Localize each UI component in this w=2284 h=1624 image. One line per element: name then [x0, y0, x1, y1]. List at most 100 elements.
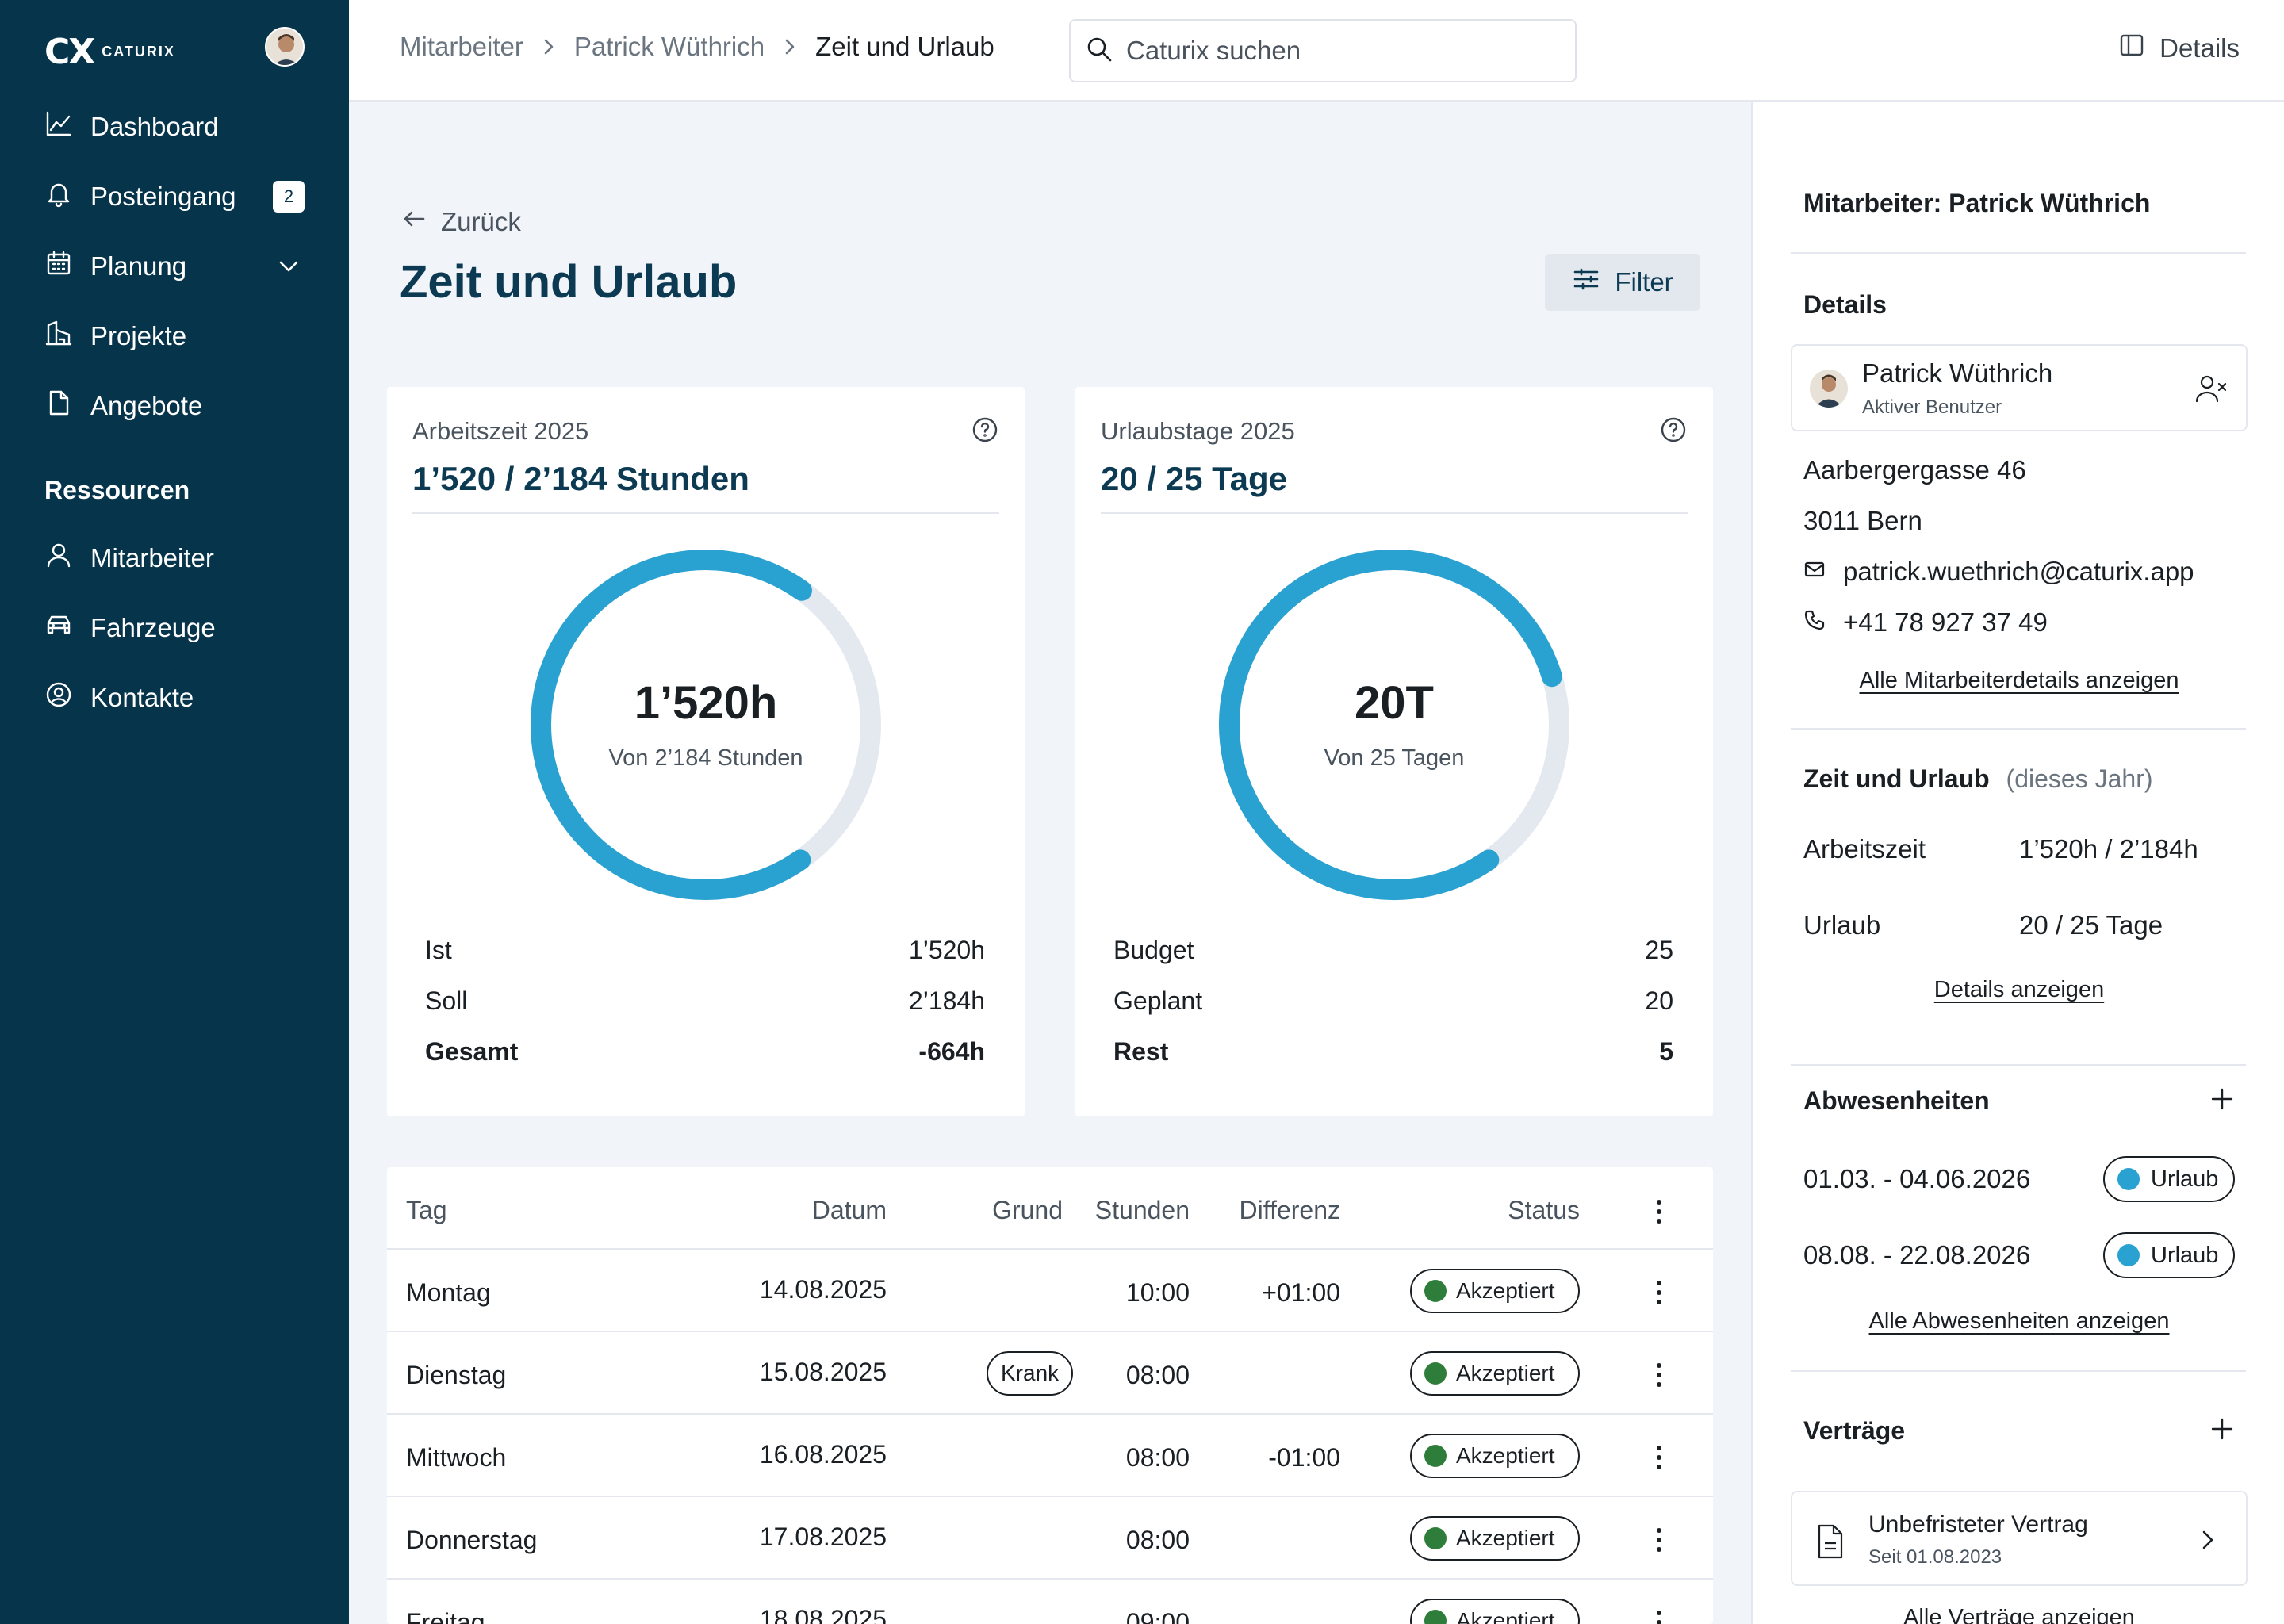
- time-heading: Zeit und Urlaub (dieses Jahr): [1803, 764, 2153, 794]
- calendar-icon: [44, 249, 73, 284]
- stat-label: Soll: [425, 986, 468, 1015]
- sidebar-item-label: Fahrzeuge: [90, 613, 216, 642]
- document-icon: [44, 389, 73, 423]
- gauge-center: 1’520h Von 2’184 Stunden: [523, 680, 888, 772]
- contract-card[interactable]: Unbefristeter Vertrag Seit 01.08.2023: [1791, 1491, 2248, 1586]
- sidebar-item-label: Dashboard: [90, 112, 219, 141]
- breadcrumb-mitarbeiter[interactable]: Mitarbeiter: [400, 32, 523, 61]
- help-icon[interactable]: [971, 416, 999, 444]
- cell-tag: Mittwoch: [406, 1443, 507, 1472]
- more-vertical-icon[interactable]: [1645, 1358, 1673, 1392]
- column-header-datum[interactable]: Datum: [811, 1196, 887, 1224]
- table-row[interactable]: Mittwoch 16.08.2025 08:00 -01:00 Akzepti…: [387, 1413, 1713, 1496]
- sidebar: CX CATURIX Dashboard Posteingang 2 Planu…: [0, 0, 349, 1624]
- cell-tag: Montag: [406, 1278, 491, 1307]
- address-line2: 3011 Bern: [1803, 506, 1922, 535]
- card-value: 20 / 25 Tage: [1101, 460, 1288, 497]
- more-vertical-icon[interactable]: [1645, 1275, 1673, 1310]
- email-row[interactable]: patrick.wuethrich@caturix.app: [1803, 557, 2194, 587]
- sidebar-item-label: Planung: [90, 251, 187, 281]
- sidebar-item-planung[interactable]: Planung: [44, 243, 186, 290]
- stat-value: 5: [1659, 1036, 1673, 1066]
- car-icon: [44, 611, 73, 645]
- all-absences-link[interactable]: Alle Abwesenheiten anzeigen: [1868, 1308, 2170, 1334]
- table-row[interactable]: Montag 14.08.2025 10:00 +01:00 Akzeptier…: [387, 1248, 1713, 1331]
- card-label: Arbeitszeit 2025: [412, 417, 589, 445]
- status-dot: [1424, 1362, 1447, 1385]
- stat-row-budget: Budget 25: [1113, 931, 1673, 969]
- topbar: Mitarbeiter Patrick Wüthrich Zeit und Ur…: [349, 0, 2284, 102]
- cell-datum: 17.08.2025: [759, 1522, 887, 1551]
- inbox-count-badge: 2: [273, 181, 305, 213]
- time-details-link[interactable]: Details anzeigen: [1933, 977, 2105, 1002]
- chevron-down-icon[interactable]: [273, 251, 305, 282]
- column-header-stunden[interactable]: Stunden: [1094, 1196, 1190, 1224]
- all-employee-details-link[interactable]: Alle Mitarbeiterdetails anzeigen: [1859, 668, 2179, 693]
- status-dot: [1424, 1445, 1447, 1467]
- search-input[interactable]: [1126, 36, 1539, 66]
- column-header-tag[interactable]: Tag: [406, 1196, 447, 1224]
- time-heading-label: Zeit und Urlaub: [1803, 764, 1990, 793]
- cell-datum: 16.08.2025: [759, 1440, 887, 1469]
- stat-label: Gesamt: [425, 1036, 519, 1066]
- column-header-differenz[interactable]: Differenz: [1239, 1196, 1340, 1224]
- divider: [1791, 728, 2246, 730]
- document-icon: [1813, 1522, 1848, 1561]
- sidebar-item-dashboard[interactable]: Dashboard: [44, 103, 218, 151]
- cell-tag: Donnerstag: [406, 1526, 538, 1554]
- details-toggle-button[interactable]: Details: [2118, 32, 2240, 65]
- user-card[interactable]: Patrick Wüthrich Aktiver Benutzer: [1791, 344, 2248, 431]
- breadcrumb: Mitarbeiter Patrick Wüthrich Zeit und Ur…: [400, 32, 994, 62]
- stat-row-gesamt: Gesamt -664h: [425, 1032, 985, 1071]
- add-absence-button[interactable]: [2206, 1083, 2238, 1115]
- sidebar-item-fahrzeuge[interactable]: Fahrzeuge: [44, 604, 216, 652]
- help-icon[interactable]: [1659, 416, 1688, 444]
- back-link[interactable]: Zurück: [401, 206, 521, 238]
- more-vertical-icon[interactable]: [1645, 1194, 1673, 1229]
- sidebar-item-posteingang[interactable]: Posteingang: [44, 173, 236, 220]
- status-dot: [1424, 1610, 1447, 1624]
- avatar[interactable]: [265, 27, 305, 67]
- more-vertical-icon[interactable]: [1645, 1522, 1673, 1557]
- cell-datum: 15.08.2025: [759, 1358, 887, 1386]
- absence-range: 01.03. - 04.06.2026: [1803, 1164, 2031, 1193]
- more-vertical-icon[interactable]: [1645, 1440, 1673, 1475]
- divider: [412, 512, 999, 514]
- table-row[interactable]: Freitag 18.08.2025 09:00 Akzeptiert: [387, 1578, 1713, 1624]
- back-label: Zurück: [441, 207, 521, 236]
- search-box[interactable]: [1069, 19, 1577, 82]
- sidebar-item-angebote[interactable]: Angebote: [44, 382, 202, 430]
- details-toggle-label: Details: [2159, 33, 2240, 63]
- table-row[interactable]: Donnerstag 17.08.2025 08:00 Akzeptiert: [387, 1496, 1713, 1578]
- phone-row[interactable]: +41 78 927 37 49: [1803, 607, 2048, 638]
- page-title: Zeit und Urlaub: [400, 256, 738, 308]
- stat-value: 25: [1645, 935, 1673, 964]
- absence-range: 08.08. - 22.08.2026: [1803, 1240, 2031, 1270]
- add-contract-button[interactable]: [2206, 1413, 2238, 1445]
- column-header-status[interactable]: Status: [1508, 1196, 1580, 1224]
- stat-value: 2’184h: [908, 986, 985, 1015]
- user-remove-icon[interactable]: [2194, 371, 2228, 406]
- more-vertical-icon[interactable]: [1645, 1605, 1673, 1624]
- caturix-logo[interactable]: CX CATURIX: [44, 32, 175, 72]
- sidebar-item-kontakte[interactable]: Kontakte: [44, 674, 194, 722]
- vacation-key: Urlaub: [1803, 910, 1881, 940]
- all-contracts-link[interactable]: Alle Verträge anzeigen: [1903, 1605, 2135, 1624]
- table-row[interactable]: Dienstag 15.08.2025 Krank 08:00 Akzeptie…: [387, 1331, 1713, 1413]
- email-value: patrick.wuethrich@caturix.app: [1843, 557, 2194, 586]
- chevron-right-icon: [544, 39, 554, 55]
- sidebar-item-projekte[interactable]: Projekte: [44, 312, 186, 360]
- column-header-grund[interactable]: Grund: [992, 1196, 1063, 1224]
- sidebar-item-mitarbeiter[interactable]: Mitarbeiter: [44, 534, 214, 582]
- stat-value: 20: [1645, 986, 1673, 1015]
- gauge-progress: [1219, 550, 1562, 900]
- breadcrumb-employee[interactable]: Patrick Wüthrich: [573, 32, 765, 61]
- status-label: Akzeptiert: [1456, 1361, 1555, 1385]
- status-badge: Akzeptiert: [1410, 1434, 1580, 1478]
- gauge-value: 20T: [1355, 677, 1434, 729]
- worktime-value: 1’520h / 2’184h: [2019, 834, 2198, 864]
- filter-button[interactable]: Filter: [1545, 254, 1700, 311]
- sidebar-item-label: Posteingang: [90, 182, 236, 211]
- sidebar-item-label: Angebote: [90, 391, 203, 420]
- search-icon: [1085, 35, 1113, 67]
